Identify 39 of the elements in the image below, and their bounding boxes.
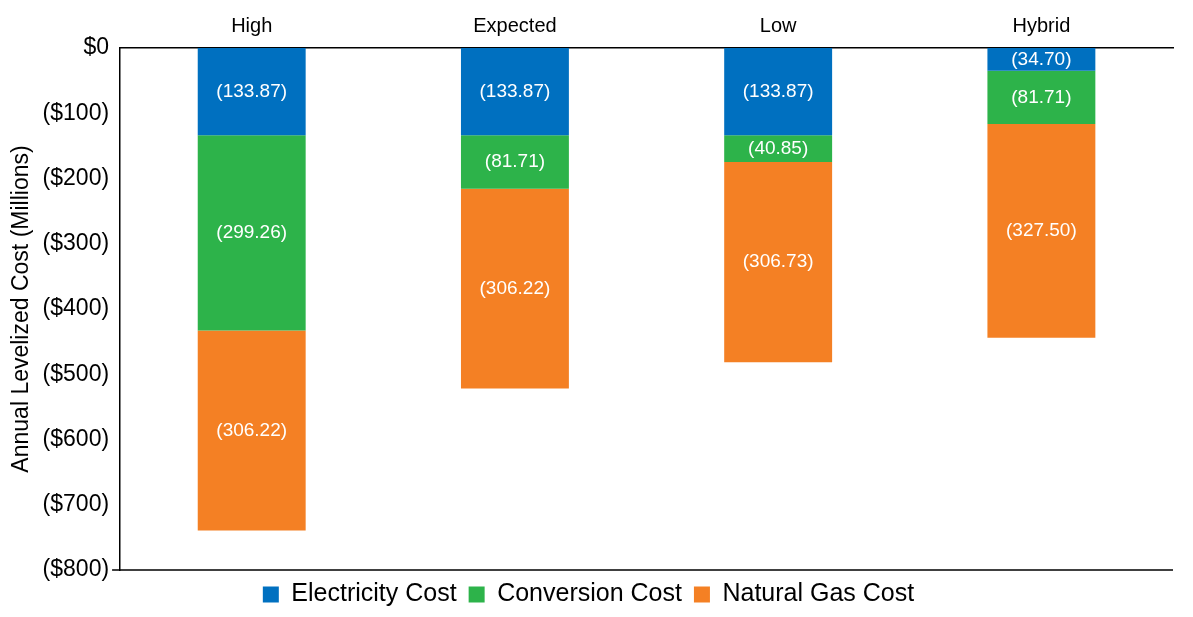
x-tick-label: Low — [759, 13, 798, 36]
data-label: (81.71) — [1011, 85, 1072, 107]
y-tick-label: ($200) — [42, 163, 110, 190]
bar — [724, 48, 833, 136]
bar — [987, 123, 1096, 338]
bar — [197, 48, 306, 136]
y-tick-label: $0 — [83, 33, 110, 60]
y-tick-label: ($600) — [42, 424, 110, 451]
data-label: (327.50) — [1005, 219, 1077, 241]
x-tick-label: Expected — [473, 13, 557, 36]
bar — [987, 70, 1096, 124]
legend-label: Electricity Cost — [291, 578, 457, 607]
bar — [197, 330, 306, 531]
data-label: (133.87) — [479, 79, 551, 101]
x-tick-label: High — [231, 13, 273, 36]
data-label: (133.87) — [216, 79, 288, 101]
y-tick-label: ($300) — [42, 229, 110, 256]
y-axis-title: Annual Levelized Cost (Millions) — [7, 145, 34, 473]
data-label: (133.87) — [742, 79, 814, 101]
y-tick-label: ($800) — [42, 555, 110, 582]
bar — [460, 188, 569, 389]
legend-label: Conversion Cost — [497, 578, 682, 607]
bar — [460, 48, 569, 136]
bar — [460, 135, 569, 189]
bar — [724, 162, 833, 363]
data-label: (306.22) — [479, 276, 551, 298]
data-label: (34.70) — [1011, 47, 1072, 69]
y-tick-label: ($500) — [42, 359, 110, 386]
y-tick-label: ($100) — [42, 98, 110, 125]
legend-label: Natural Gas Cost — [722, 578, 915, 607]
x-tick-label: Hybrid — [1012, 13, 1071, 36]
data-label: (40.85) — [748, 136, 809, 158]
data-label: (306.22) — [216, 418, 288, 440]
y-tick-label: ($400) — [42, 294, 110, 321]
data-label: (299.26) — [216, 221, 288, 243]
data-label: (81.71) — [484, 150, 546, 172]
data-label: (306.73) — [742, 250, 814, 272]
bar — [197, 135, 306, 331]
y-tick-label: ($700) — [42, 490, 110, 517]
